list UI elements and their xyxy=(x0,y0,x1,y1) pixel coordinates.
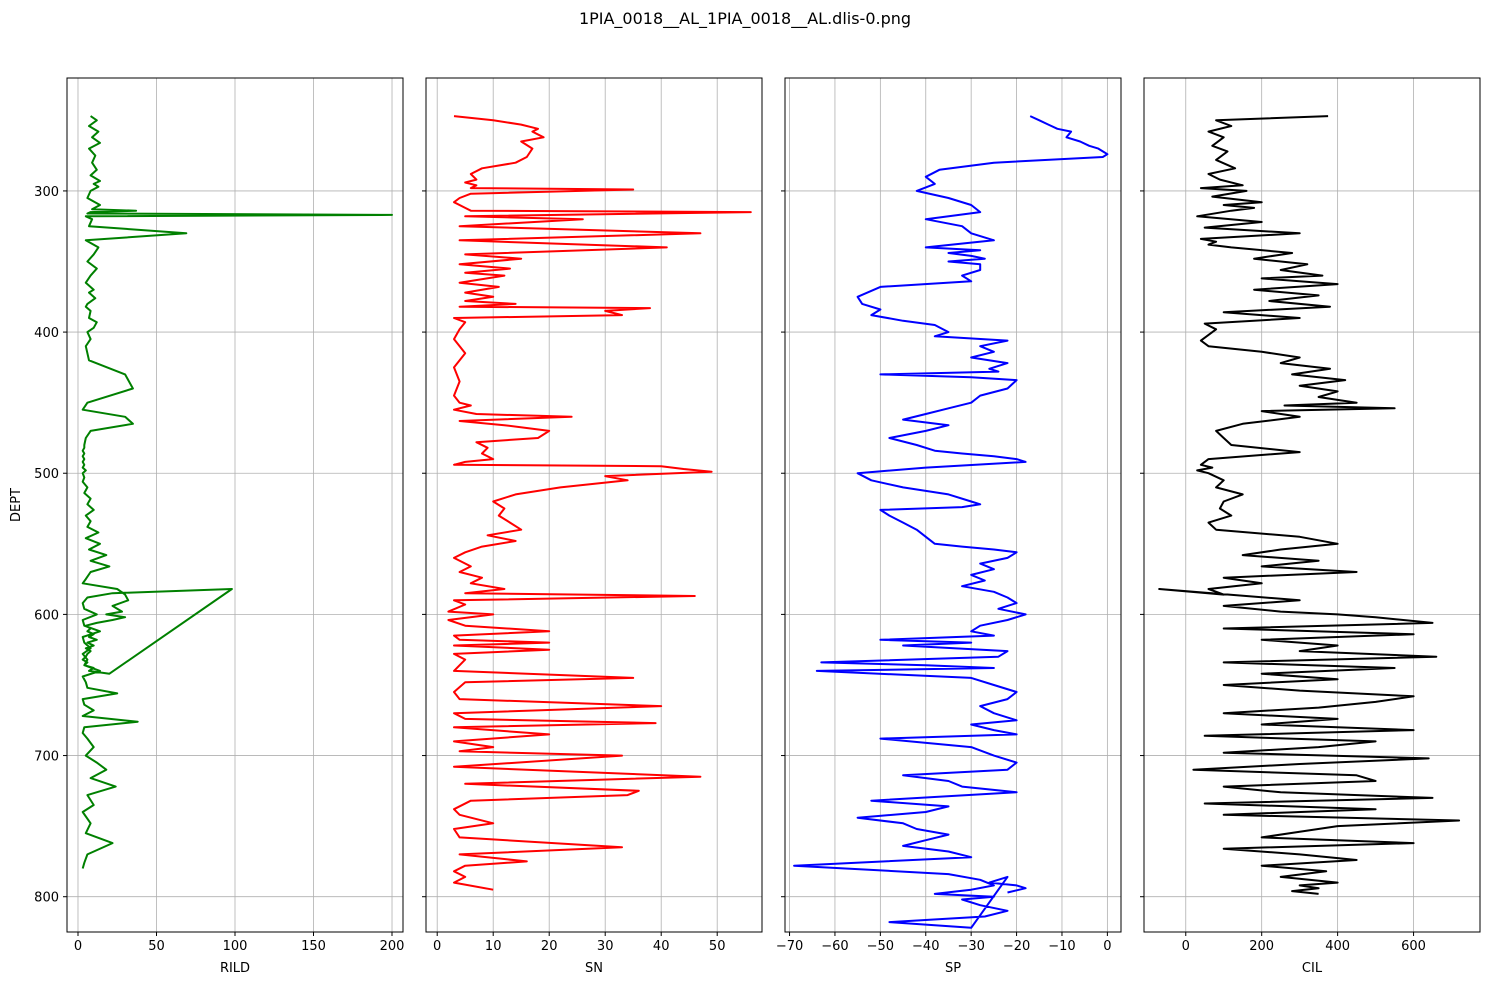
x-axis-label: RILD xyxy=(220,961,250,976)
y-ticks: 300 400 500 600 700 800 xyxy=(34,185,67,906)
x-tick-label: 100 xyxy=(223,939,248,954)
x-tick-label: 50 xyxy=(709,939,726,954)
x-ticks: 0 50 100 150 200 xyxy=(74,932,405,954)
x-axis-label: CIL xyxy=(1302,961,1323,976)
x-axis-label: SN xyxy=(585,961,603,976)
x-tick-label: −60 xyxy=(821,939,848,954)
x-tick-label: −20 xyxy=(1003,939,1030,954)
y-ticks xyxy=(422,190,426,898)
log-curve xyxy=(81,115,393,869)
track-sn: 0 10 20 30 40 50 SN xyxy=(422,77,763,976)
y-tick-label: 600 xyxy=(34,608,59,623)
x-tick-label: 50 xyxy=(148,939,165,954)
x-ticks: 0 10 20 30 40 50 xyxy=(433,932,725,954)
x-tick-label: 0 xyxy=(433,939,441,954)
x-ticks: −70 −60 −50 −40 −30 −20 −10 0 xyxy=(776,932,1112,954)
x-tick-label: 200 xyxy=(380,939,405,954)
y-tick-label: 700 xyxy=(34,750,59,765)
axes-frame xyxy=(784,77,1122,933)
x-tick-label: −50 xyxy=(867,939,894,954)
y-tick-label: 500 xyxy=(34,467,59,482)
y-ticks xyxy=(1140,190,1144,898)
x-tick-label: 600 xyxy=(1401,939,1426,954)
x-tick-label: −40 xyxy=(912,939,939,954)
x-tick-label: 10 xyxy=(485,939,502,954)
x-tick-label: 20 xyxy=(541,939,558,954)
x-tick-label: −30 xyxy=(957,939,984,954)
log-curve xyxy=(793,115,1109,929)
series-line xyxy=(81,115,393,869)
x-tick-label: 150 xyxy=(301,939,326,954)
track-rild: 0 50 100 150 200 300 400 500 600 700 800 RILD DEP… xyxy=(9,77,405,976)
axes-frame xyxy=(425,77,763,933)
series-line xyxy=(793,115,1109,929)
track-cil: 0 200 400 600 CIL xyxy=(1140,77,1481,976)
x-tick-label: 0 xyxy=(1182,939,1190,954)
y-axis-label: DEPT xyxy=(9,488,24,522)
track-sp: −70 −60 −50 −40 −30 −20 −10 0 SP xyxy=(776,77,1122,976)
figure-title: 1PIA_0018__AL_1PIA_0018__AL.dlis-0.png xyxy=(579,9,911,29)
series-line xyxy=(447,115,752,891)
x-tick-label: 40 xyxy=(653,939,670,954)
x-tick-label: 400 xyxy=(1325,939,1350,954)
log-curve xyxy=(1158,115,1461,895)
x-tick-label: −10 xyxy=(1048,939,1075,954)
grid-lines xyxy=(1144,78,1480,932)
x-tick-label: 0 xyxy=(1103,939,1111,954)
log-curve xyxy=(447,115,752,891)
x-tick-label: −70 xyxy=(776,939,803,954)
axes-frame xyxy=(1143,77,1481,933)
y-tick-label: 300 xyxy=(34,185,59,200)
x-tick-label: 30 xyxy=(597,939,614,954)
y-tick-label: 800 xyxy=(34,891,59,906)
x-ticks: 0 200 400 600 xyxy=(1182,932,1426,954)
y-ticks xyxy=(781,190,785,898)
x-tick-label: 200 xyxy=(1249,939,1274,954)
grid-lines xyxy=(426,78,762,932)
grid-lines xyxy=(67,78,403,932)
x-tick-label: 0 xyxy=(74,939,82,954)
series-line xyxy=(1158,115,1461,895)
grid-lines xyxy=(785,78,1121,932)
x-axis-label: SP xyxy=(945,961,961,976)
y-tick-label: 400 xyxy=(34,326,59,341)
